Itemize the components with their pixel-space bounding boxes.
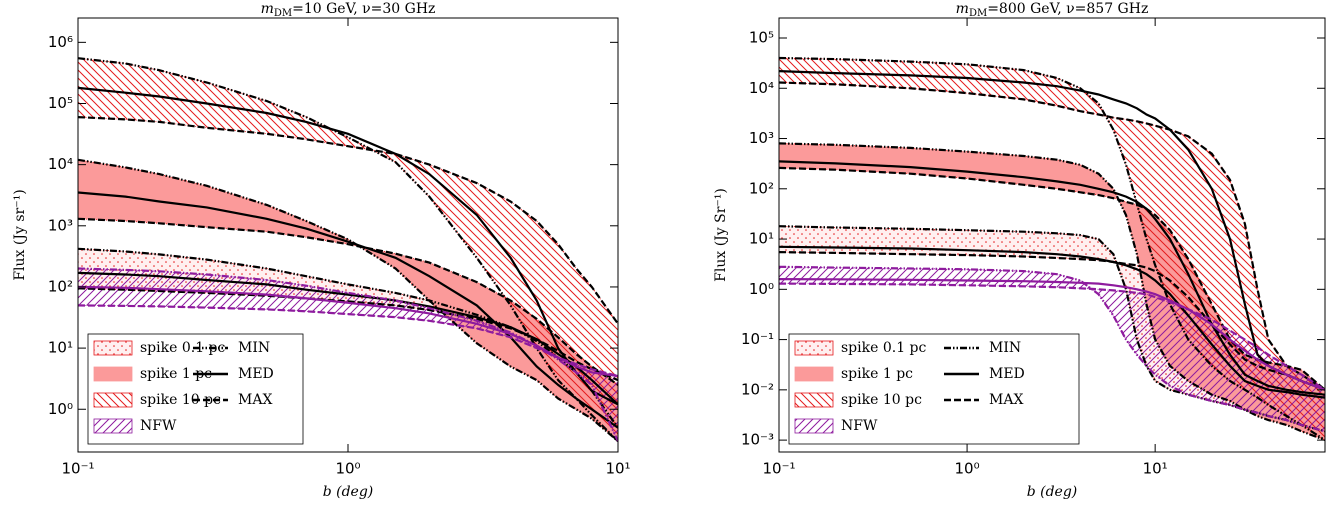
y-tick-label: 10⁰ xyxy=(749,280,774,298)
y-axis-label: Flux (Jy Sr⁻¹) xyxy=(713,188,729,282)
y-tick-label: 10⁴ xyxy=(749,79,774,97)
band xyxy=(779,57,1325,441)
y-tick-label: 10¹ xyxy=(749,230,774,248)
legend-swatch xyxy=(93,340,133,356)
legend-label: MAX xyxy=(238,392,272,408)
legend-swatch xyxy=(794,418,834,434)
y-tick-label: 10⁵ xyxy=(749,29,774,47)
x-tick-label: 10¹ xyxy=(605,460,630,478)
y-tick-label: 10¹ xyxy=(48,339,73,357)
legend-label: MIN xyxy=(989,340,1021,356)
curve xyxy=(78,247,618,429)
plot-area xyxy=(78,57,618,443)
legend-label: NFW xyxy=(140,418,177,434)
y-tick-label: 10³ xyxy=(749,129,774,147)
y-axis-label: Flux (Jy sr⁻¹) xyxy=(12,189,28,280)
curve xyxy=(78,191,618,429)
curve xyxy=(78,267,618,442)
legend: spike 0.1 pc spike 1 pc spike 10 pc NFW MIN M… xyxy=(788,333,1080,445)
legend-swatch xyxy=(794,392,834,408)
plot-frame xyxy=(778,17,1326,453)
legend-swatch xyxy=(794,366,834,382)
y-tick-label: 10³ xyxy=(48,216,73,234)
title-rest: =10 GeV, ν=30 GHz xyxy=(292,1,435,17)
y-tick-label: 10⁻¹ xyxy=(741,330,774,348)
legend-label: spike 1 pc xyxy=(140,366,212,382)
legend-label: spike 1 pc xyxy=(841,366,913,382)
legend-box xyxy=(788,333,1080,445)
y-tick-label: 10⁻² xyxy=(741,380,774,398)
curve xyxy=(779,70,1325,391)
legend-swatch xyxy=(794,340,834,356)
curve xyxy=(78,287,618,382)
panel: 10⁻¹ 10⁰ 10¹ 10⁻³ 10⁻² 10⁻¹ 10⁰ 10¹ 10² 10³ 10⁴ 10⁵… xyxy=(713,1,1326,500)
x-tick-label: 10⁰ xyxy=(335,460,360,478)
chart-title: mDM=800 GeV, ν=857 GHz xyxy=(956,1,1149,19)
x-axis-label: b (deg) xyxy=(323,484,374,500)
legend-label: spike 10 pc xyxy=(140,392,221,408)
y-tick-label: 10⁶ xyxy=(48,33,73,51)
curve xyxy=(779,142,1325,442)
title-rest: =800 GeV, ν=857 GHz xyxy=(987,1,1148,17)
x-tick-label: 10⁻¹ xyxy=(762,460,795,478)
title-subscript: DM xyxy=(274,8,292,19)
x-axis-label: b (deg) xyxy=(1027,484,1078,500)
title-subscript: DM xyxy=(969,8,987,19)
legend-label: MED xyxy=(989,366,1025,382)
curve xyxy=(779,251,1325,391)
curve xyxy=(779,225,1325,433)
panel: 10⁻¹ 10⁰ 10¹ 10⁰ 10¹ 10² 10³ 10⁴ 10⁵ 10⁶ mDM=10 Ge… xyxy=(12,1,631,500)
curve xyxy=(78,304,618,378)
y-tick-label: 10⁰ xyxy=(48,400,73,418)
curve xyxy=(779,56,1325,442)
curve xyxy=(78,158,618,443)
legend: spike 0.1 pc spike 1 pc spike 10 pc NFW MIN M… xyxy=(87,333,304,445)
curve xyxy=(779,81,1325,391)
title-symbol: m xyxy=(261,1,274,17)
legend-swatch xyxy=(93,418,133,434)
y-tick-label: 10² xyxy=(48,277,73,295)
legend-label: MED xyxy=(238,366,274,382)
x-tick-label: 10⁰ xyxy=(955,460,980,478)
x-tick-label: 10⁻¹ xyxy=(61,460,94,478)
title-symbol: m xyxy=(956,1,969,17)
curve xyxy=(779,282,1325,391)
legend-label: MAX xyxy=(989,392,1023,408)
legend-label: spike 10 pc xyxy=(841,392,922,408)
plot-area xyxy=(779,56,1325,442)
legend-swatch xyxy=(93,366,133,382)
legend-label: MIN xyxy=(238,340,270,356)
curve xyxy=(78,116,618,325)
x-tick-label: 10¹ xyxy=(1143,460,1168,478)
curve xyxy=(78,285,618,378)
y-tick-label: 10² xyxy=(749,179,774,197)
y-tick-label: 10⁻³ xyxy=(741,431,774,449)
legend-label: spike 0.1 pc xyxy=(140,340,226,356)
curve xyxy=(78,217,618,386)
y-tick-label: 10⁵ xyxy=(48,94,73,112)
legend-swatch xyxy=(93,392,133,408)
curve xyxy=(779,245,1325,399)
legend-label: NFW xyxy=(841,418,878,434)
curve xyxy=(779,278,1325,391)
legend-label: spike 0.1 pc xyxy=(841,340,927,356)
curve xyxy=(779,265,1325,433)
chart-title: mDM=10 GeV, ν=30 GHz xyxy=(261,1,436,19)
y-tick-label: 10⁴ xyxy=(48,155,73,173)
